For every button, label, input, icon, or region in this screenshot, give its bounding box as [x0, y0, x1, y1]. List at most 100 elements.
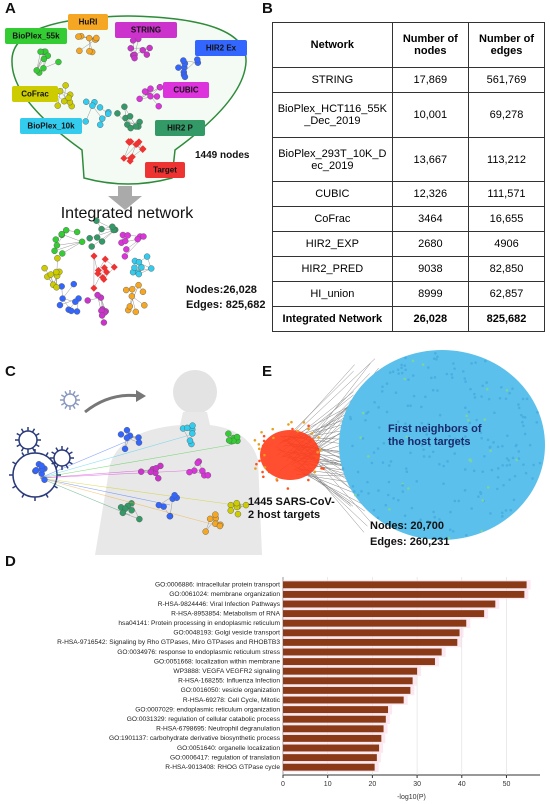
- node: [517, 450, 521, 453]
- node: [310, 432, 314, 435]
- source-box: [20, 118, 82, 134]
- node: [94, 291, 101, 299]
- node: [202, 528, 209, 535]
- node: [474, 361, 477, 364]
- node: [388, 508, 391, 511]
- node: [409, 451, 412, 455]
- node: [451, 376, 454, 379]
- node: [464, 380, 467, 383]
- source-label: HIR2 Ex: [206, 44, 237, 53]
- node: [62, 227, 70, 234]
- x-tick-label: 0: [281, 781, 285, 788]
- node: [376, 447, 380, 450]
- node: [507, 459, 511, 462]
- x-tick-label: 40: [458, 781, 466, 788]
- node: [126, 113, 134, 120]
- node: [396, 420, 400, 423]
- node: [147, 93, 154, 100]
- node: [139, 47, 146, 54]
- network-table: Network Number of nodes Number of edges STR…: [272, 22, 545, 333]
- node: [262, 434, 266, 438]
- edge: [56, 241, 83, 246]
- y-tick-label: GO:0031329: regulation of cellular catab…: [127, 716, 281, 723]
- table-row: HIR2_EXP 2680 4906: [272, 231, 545, 258]
- node: [517, 406, 521, 410]
- node: [100, 319, 108, 326]
- node: [442, 464, 445, 468]
- node: [90, 284, 98, 292]
- node: [132, 308, 140, 316]
- node: [349, 417, 353, 421]
- node: [403, 364, 407, 367]
- bar: [283, 658, 435, 666]
- node: [351, 485, 355, 488]
- node: [271, 427, 275, 431]
- node: [260, 430, 263, 434]
- node: [152, 465, 160, 472]
- node: [272, 436, 275, 440]
- node: [147, 85, 154, 92]
- node: [88, 243, 95, 250]
- edge: [288, 370, 354, 436]
- node: [434, 351, 437, 355]
- link: [39, 434, 191, 479]
- table-cell: 825,682: [468, 305, 545, 333]
- node: [473, 396, 477, 399]
- node: [155, 103, 162, 110]
- bar: [283, 619, 467, 627]
- node: [517, 403, 520, 406]
- node: [101, 255, 109, 263]
- node: [104, 110, 112, 117]
- node: [495, 487, 499, 491]
- source-box: [12, 86, 58, 102]
- node: [129, 286, 136, 293]
- node: [123, 426, 131, 434]
- node: [186, 437, 194, 444]
- node: [500, 511, 504, 515]
- node: [438, 413, 442, 417]
- node: [86, 34, 93, 42]
- node: [53, 284, 60, 291]
- table-cell: 561,769: [468, 66, 545, 93]
- panel-label: B: [262, 0, 273, 17]
- node: [445, 372, 449, 376]
- node: [435, 357, 438, 361]
- node: [448, 434, 451, 438]
- node: [410, 506, 414, 510]
- y-tick-label: GO:0034976: response to endoplasmic reti…: [117, 649, 280, 656]
- node: [512, 498, 516, 502]
- node: [487, 397, 491, 401]
- bar: [283, 581, 527, 589]
- node: [477, 495, 480, 498]
- bar: [283, 686, 411, 694]
- node: [65, 94, 72, 102]
- node: [483, 418, 487, 421]
- node: [307, 478, 310, 482]
- node: [428, 444, 432, 448]
- nodes-label: Nodes: 20,700: [370, 520, 444, 532]
- node: [404, 467, 408, 470]
- node: [54, 255, 61, 262]
- source-box: [68, 14, 108, 30]
- node: [370, 461, 374, 465]
- node: [216, 522, 224, 530]
- edge: [54, 241, 83, 252]
- node: [492, 441, 495, 444]
- node: [180, 57, 187, 64]
- node: [136, 95, 143, 103]
- node: [290, 420, 293, 424]
- node: [505, 389, 509, 392]
- node: [424, 395, 427, 399]
- node: [504, 509, 508, 512]
- node: [479, 492, 483, 495]
- node: [513, 474, 517, 478]
- node: [53, 268, 60, 276]
- y-tick-label: R-HSA-6798695: Neutrophil degranulation: [156, 726, 280, 733]
- bar: [283, 667, 418, 675]
- virus: [18, 430, 38, 450]
- node: [436, 355, 439, 359]
- bar: [283, 696, 404, 704]
- node: [397, 498, 400, 502]
- node: [521, 397, 525, 401]
